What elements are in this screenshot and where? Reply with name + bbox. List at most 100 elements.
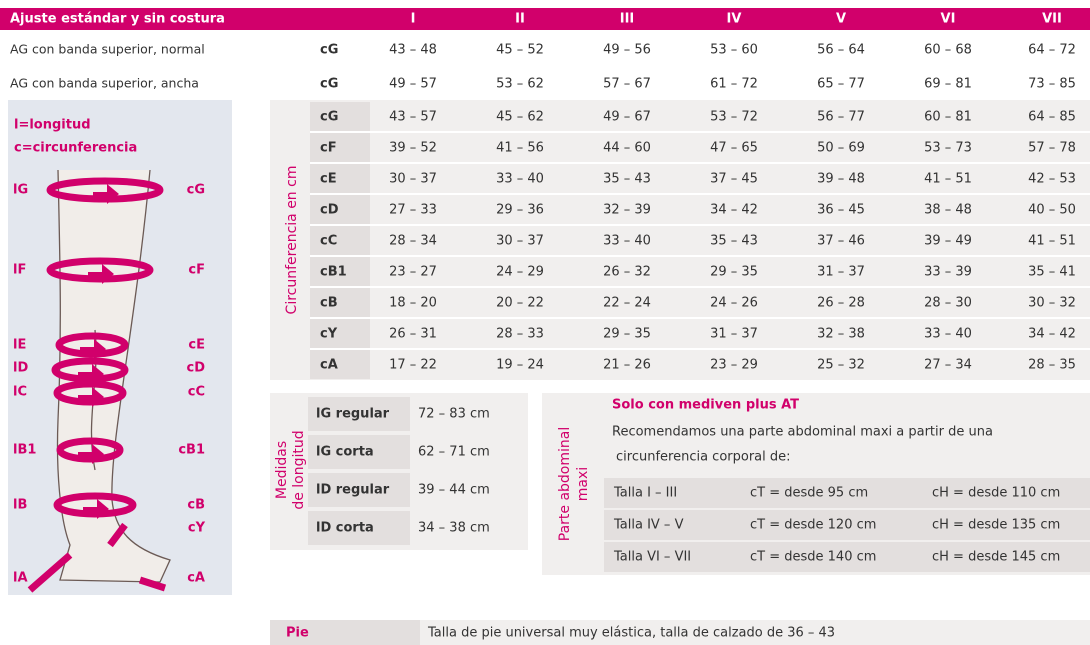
cell-value: 65 – 77 xyxy=(817,77,865,92)
cell-value: 35 – 43 xyxy=(603,172,651,187)
cell-value: 57 – 78 xyxy=(1028,141,1076,156)
length-value: 62 – 71 cm xyxy=(418,445,490,460)
length-name-cell xyxy=(308,511,410,545)
cell-value: 26 – 32 xyxy=(603,265,651,280)
cell-value: 44 – 60 xyxy=(603,141,651,156)
abdominal-label: Parte abdominal xyxy=(557,427,573,542)
circ-label: cB1 xyxy=(178,443,205,458)
cell-value: 43 – 48 xyxy=(389,43,437,58)
cell-value: 29 – 36 xyxy=(496,203,544,218)
length-label: lD xyxy=(13,361,28,376)
cell-value: 33 – 39 xyxy=(924,265,972,280)
cell-value: 22 – 24 xyxy=(603,296,651,311)
arrow-ring xyxy=(53,492,137,518)
measure-cell xyxy=(310,226,370,255)
row-label: AG con banda superior, normal xyxy=(10,42,205,57)
foot-text: Talla de pie universal muy elástica, tal… xyxy=(427,626,835,641)
abdominal-row xyxy=(604,478,1090,508)
circ-label: cA xyxy=(187,571,205,586)
abdominal-label: maxi xyxy=(575,467,591,501)
arrow-foot xyxy=(27,522,167,593)
cell-value: 26 – 31 xyxy=(389,327,437,342)
length-value: 39 – 44 cm xyxy=(418,483,490,498)
cell-value: 23 – 27 xyxy=(389,265,437,280)
arrow-head xyxy=(80,339,106,359)
cell-value: 34 – 42 xyxy=(1028,327,1076,342)
arrow-ring xyxy=(56,437,124,463)
arrow-head xyxy=(93,184,119,204)
length-label: lE xyxy=(13,338,26,353)
row-label: AG con banda superior, ancha xyxy=(10,76,199,91)
measure: cY xyxy=(320,327,338,342)
arrow-head xyxy=(88,264,114,284)
measure: cB1 xyxy=(320,265,347,280)
arrow-ring xyxy=(51,357,129,383)
size-header: I xyxy=(411,12,416,27)
length-name-cell xyxy=(308,435,410,469)
legend-text: l=longitud xyxy=(14,118,91,133)
cell-value: 30 – 37 xyxy=(496,234,544,249)
header-title: Ajuste estándar y sin costura xyxy=(10,12,225,27)
abdominal-cell: cH = desde 135 cm xyxy=(932,518,1060,533)
length-label: lC xyxy=(13,385,27,400)
cell-value: 36 – 45 xyxy=(817,203,865,218)
length-label: lB xyxy=(13,498,27,513)
cell-value: 18 – 20 xyxy=(389,296,437,311)
measure-cell xyxy=(310,350,370,379)
cell-value: 33 – 40 xyxy=(496,172,544,187)
cell-value: 24 – 26 xyxy=(710,296,758,311)
measure: cE xyxy=(320,172,337,187)
cell-value: 43 – 57 xyxy=(389,110,437,125)
size-header: III xyxy=(620,12,635,27)
cell-value: 57 – 67 xyxy=(603,77,651,92)
cell-value: 41 – 56 xyxy=(496,141,544,156)
cell-value: 53 – 62 xyxy=(496,77,544,92)
measure: cG xyxy=(320,110,338,125)
cell-value: 23 – 29 xyxy=(710,358,758,373)
abdominal-row xyxy=(604,542,1090,572)
cell-value: 49 – 56 xyxy=(603,43,651,58)
header-bar xyxy=(0,8,1090,30)
cell-value: 33 – 40 xyxy=(924,327,972,342)
measure: cD xyxy=(320,203,339,218)
cell-value: 73 – 85 xyxy=(1028,77,1076,92)
cell-value: 37 – 46 xyxy=(817,234,865,249)
cell-value: 47 – 65 xyxy=(710,141,758,156)
cell-value: 24 – 29 xyxy=(496,265,544,280)
cell-value: 39 – 52 xyxy=(389,141,437,156)
measure-cell xyxy=(310,195,370,224)
abdominal-cell: cT = desde 140 cm xyxy=(750,550,876,565)
cell-value: 39 – 48 xyxy=(817,172,865,187)
measure-cell xyxy=(310,257,370,286)
foot-label-cell xyxy=(270,620,420,645)
cell-value: 45 – 62 xyxy=(496,110,544,125)
cell-value: 56 – 77 xyxy=(817,110,865,125)
circ-label: cY xyxy=(188,521,206,536)
cell-value: 31 – 37 xyxy=(817,265,865,280)
circ-label: cE xyxy=(188,338,205,353)
circ-label: cC xyxy=(188,385,205,400)
circumference-arrows xyxy=(27,177,167,593)
length-label: lF xyxy=(13,263,26,278)
arrow-ring xyxy=(46,177,164,203)
cell-value: 30 – 37 xyxy=(389,172,437,187)
arrow-ring xyxy=(53,380,127,406)
arrow-head xyxy=(78,444,104,464)
cell-value: 32 – 39 xyxy=(603,203,651,218)
cell-value: 28 – 35 xyxy=(1028,358,1076,373)
arrow-ring xyxy=(55,332,129,358)
length-value: 72 – 83 cm xyxy=(418,407,490,422)
cell-value: 45 – 52 xyxy=(496,43,544,58)
length-label: lA xyxy=(13,571,28,586)
length-name-cell xyxy=(308,397,410,431)
size-header: V xyxy=(836,12,846,27)
cell-value: 27 – 34 xyxy=(924,358,972,373)
cell-value: 31 – 37 xyxy=(710,327,758,342)
circumference-table-bg xyxy=(270,100,1090,380)
cell-value: 53 – 73 xyxy=(924,141,972,156)
cell-value: 49 – 57 xyxy=(389,77,437,92)
measure: cG xyxy=(320,77,338,92)
cell-value: 35 – 41 xyxy=(1028,265,1076,280)
length-name: lD corta xyxy=(316,521,374,536)
abdominal-cell: Talla I – III xyxy=(613,486,677,501)
